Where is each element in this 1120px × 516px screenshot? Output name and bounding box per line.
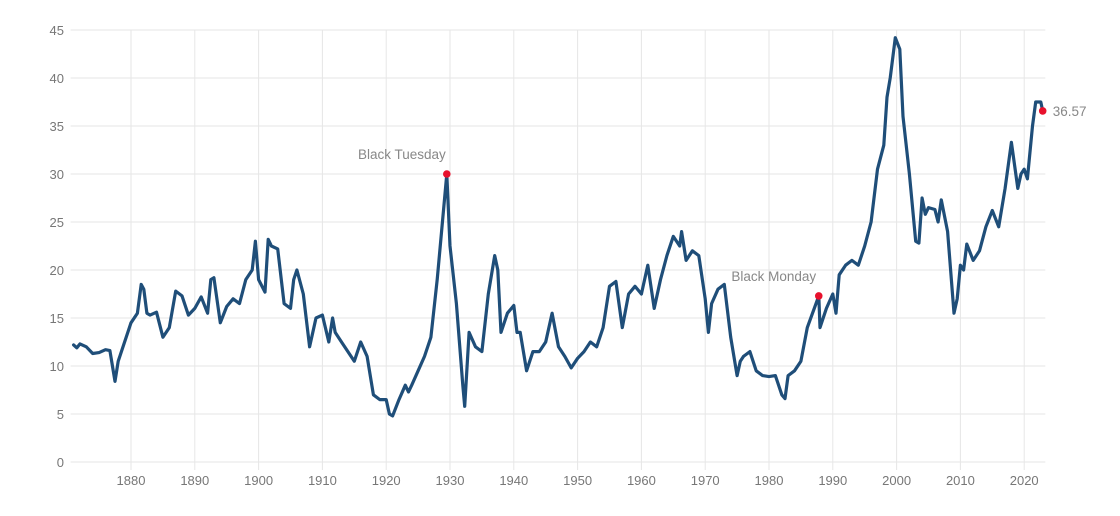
y-tick-label: 25	[50, 215, 64, 230]
y-tick-label: 40	[50, 71, 64, 86]
last-value-label: 36.57	[1053, 104, 1087, 119]
x-tick-label: 1940	[499, 473, 528, 488]
x-tick-label: 2000	[882, 473, 911, 488]
x-tick-label: 1970	[691, 473, 720, 488]
annotations: Black Tuesday Black Monday 36.57	[358, 104, 1086, 300]
gridlines	[70, 29, 1046, 470]
x-tick-label: 1880	[117, 473, 146, 488]
x-axis: 1880 1890 1900 1910 1920 1930 1940 1950 1960 1970…	[117, 473, 1039, 488]
x-tick-label: 2020	[1010, 473, 1039, 488]
x-tick-label: 1960	[627, 473, 656, 488]
y-tick-label: 35	[50, 119, 64, 134]
y-tick-label: 30	[50, 167, 64, 182]
x-tick-label: 1920	[372, 473, 401, 488]
y-tick-label: 45	[50, 23, 64, 38]
y-tick-label: 15	[50, 311, 64, 326]
annotation-label: Black Monday	[731, 269, 816, 284]
annotation-marker	[814, 292, 823, 300]
y-axis: 0 5 10 15 20 25 30 35 40 45	[50, 23, 64, 470]
x-tick-label: 1950	[563, 473, 592, 488]
x-tick-label: 1900	[244, 473, 273, 488]
series-line	[72, 36, 1045, 418]
annotation-label: Black Tuesday	[358, 147, 446, 162]
y-tick-label: 10	[50, 359, 64, 374]
annotation-marker	[443, 170, 451, 178]
annotation-marker	[1038, 107, 1047, 115]
y-tick-label: 0	[57, 455, 64, 470]
x-tick-label: 1930	[436, 473, 465, 488]
x-tick-label: 1980	[755, 473, 784, 488]
x-tick-label: 1890	[180, 473, 209, 488]
x-tick-label: 1910	[308, 473, 337, 488]
x-tick-label: 2010	[946, 473, 975, 488]
y-tick-label: 20	[50, 263, 64, 278]
y-tick-label: 5	[57, 407, 64, 422]
x-tick-label: 1990	[818, 473, 847, 488]
